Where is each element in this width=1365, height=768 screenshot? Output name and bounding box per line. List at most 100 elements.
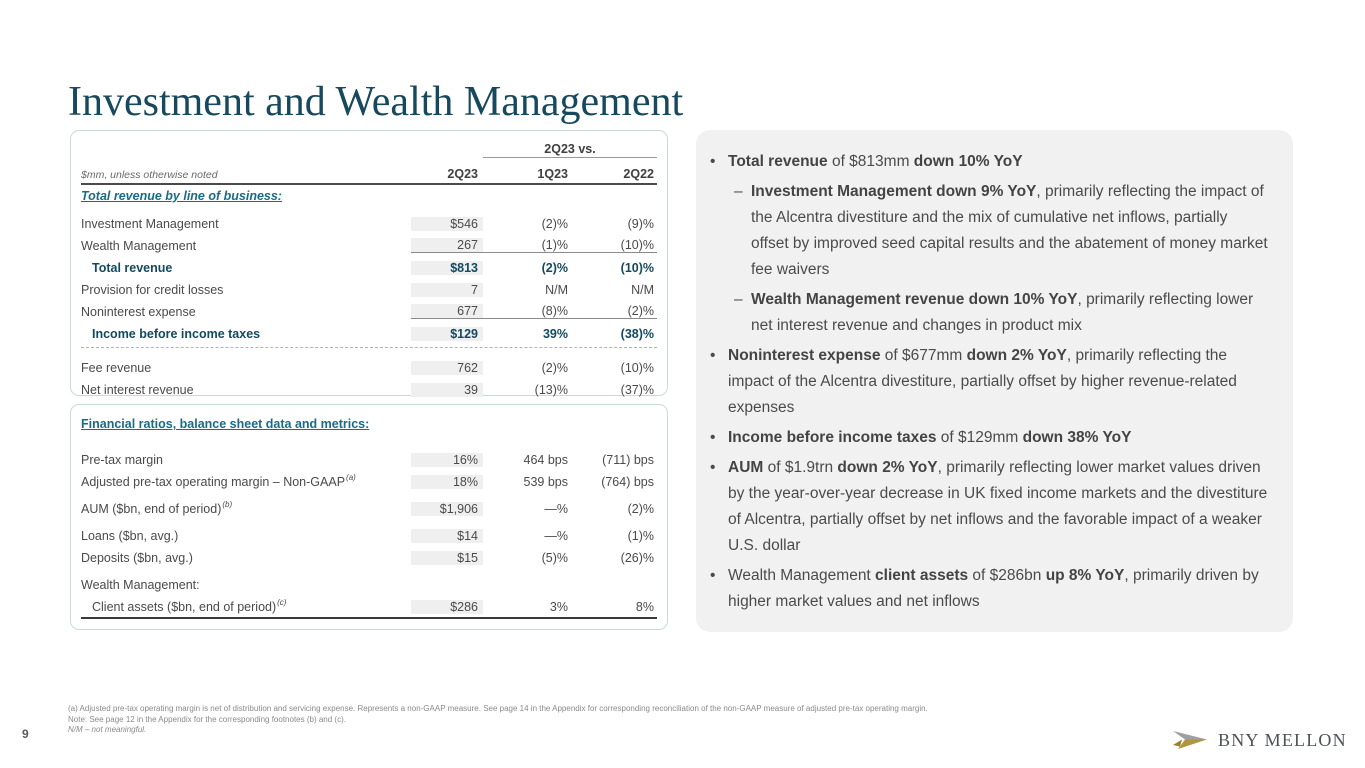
bullet-marker: • [710, 567, 716, 584]
cell-2Q23: 762 [411, 361, 483, 375]
revenue-table-card: 2Q23 vs. $mm, unless otherwise noted 2Q2… [70, 130, 668, 397]
cell-1Q23: (2)% [541, 261, 568, 275]
cell-2Q22: (1)% [627, 529, 654, 543]
row-label: Adjusted pre-tax operating margin – Non-… [81, 473, 356, 489]
cell-2Q22: 8% [635, 600, 654, 614]
row-label: Fee revenue [81, 361, 152, 375]
bullet-text: AUM of $1.9trn down 2% YoY, primarily re… [728, 459, 1268, 554]
column-header-1q23: 1Q23 [537, 167, 568, 181]
bullet-item: • Income before income taxes of $129mm do… [710, 425, 1269, 451]
row-label: Loans ($bn, avg.) [81, 529, 179, 543]
cell-1Q23: 539 bps [523, 475, 568, 489]
cell-2Q23: 7 [411, 283, 483, 297]
cell-2Q23: 18% [411, 475, 483, 489]
table-row: Fee revenue 762 (2)% (10)% [81, 353, 657, 375]
bullet-text: Total revenue of $813mm down 10% YoY [728, 153, 1023, 170]
cell-2Q22: (37)% [620, 383, 654, 397]
bny-mellon-arrow-icon [1173, 731, 1207, 749]
cell-1Q23: (2)% [541, 361, 568, 375]
table-row: Wealth Management 267 (1)% (10)% [81, 231, 657, 253]
column-header-2q22: 2Q22 [623, 167, 654, 181]
sub-bullet-item: – Wealth Management revenue down 10% YoY,… [734, 287, 1269, 339]
cell-2Q22: (10)% [620, 261, 654, 275]
cell-2Q23: $813 [411, 261, 483, 275]
footnote: Note: See page 12 in the Appendix for th… [68, 714, 346, 724]
row-label: Client assets ($bn, end of period)(c) [92, 598, 287, 614]
table-bottom-rule [81, 617, 657, 619]
cell-2Q22: N/M [631, 283, 654, 297]
cell-2Q23: 16% [411, 453, 483, 467]
cell-2Q22: (2)% [627, 502, 654, 516]
bullet-text: Investment Management down 9% YoY, prima… [751, 183, 1268, 278]
cell-2Q23: 267 [411, 238, 483, 253]
cell-2Q22: (764) bps [601, 475, 654, 489]
cell-2Q23: $129 [411, 327, 483, 341]
cell-2Q23: $546 [411, 217, 483, 231]
table2-section-header: Financial ratios, balance sheet data and… [81, 417, 370, 431]
cell-1Q23: (5)% [541, 551, 568, 565]
table1-rows: Investment Management $546 (2)% (9)% Wealth … [81, 209, 657, 397]
bullet-text: Wealth Management client assets of $286b… [728, 567, 1259, 610]
column-header-2q23: 2Q23 [447, 167, 478, 181]
cell-2Q22: (26)% [620, 551, 654, 565]
sub-bullet-item: – Investment Management down 9% YoY, prim… [734, 179, 1269, 283]
table-row: Pre-tax margin 16% 464 bps (711) bps [81, 445, 657, 467]
table1-section-header: Total revenue by line of business: [81, 189, 282, 203]
row-label: Net interest revenue [81, 383, 194, 397]
cell-2Q23: $286 [411, 600, 483, 614]
table-row: Deposits ($bn, avg.) $15 (5)% (26)% [81, 543, 657, 565]
bullet-item: • Noninterest expense of $677mm down 2% Y… [710, 343, 1269, 421]
cell-2Q22: (38)% [620, 327, 654, 341]
cell-1Q23: (2)% [541, 217, 568, 231]
table-row: Income before income taxes $129 39% (38)% [81, 319, 657, 341]
bullet-text: Noninterest expense of $677mm down 2% Yo… [728, 347, 1237, 416]
metrics-table-card: Financial ratios, balance sheet data and… [70, 404, 668, 630]
commentary-panel: • Total revenue of $813mm down 10% YoY – In… [696, 130, 1293, 632]
cell-2Q22: (9)% [627, 217, 654, 231]
logo-text: BNY MELLON [1218, 729, 1347, 750]
cell-1Q23: —% [544, 502, 568, 516]
cell-2Q23: $14 [411, 529, 483, 543]
page-title: Investment and Wealth Management [68, 79, 684, 126]
unit-note: $mm, unless otherwise noted [81, 169, 218, 181]
dashed-divider [81, 347, 657, 348]
footnotes: (a) Adjusted pre-tax operating margin is… [68, 704, 1168, 736]
table-row: Provision for credit losses 7 N/M N/M [81, 275, 657, 297]
row-label: Provision for credit losses [81, 283, 224, 297]
cell-1Q23: (1)% [483, 238, 571, 253]
bullet-item: • Wealth Management client assets of $286… [710, 563, 1269, 615]
cell-2Q22: (711) bps [602, 453, 654, 467]
cell-1Q23: —% [544, 529, 568, 543]
bullet-item: • AUM of $1.9trn down 2% YoY, primarily r… [710, 455, 1269, 559]
cell-2Q23: $1,906 [411, 502, 483, 516]
bny-mellon-logo: BNY MELLON [1172, 727, 1347, 753]
bullet-marker: • [710, 429, 716, 446]
cell-2Q23: 677 [411, 304, 483, 319]
table-header-row: $mm, unless otherwise noted 2Q23 1Q23 2Q… [81, 158, 657, 185]
vs-header: 2Q23 vs. [483, 142, 657, 158]
cell-2Q23: 39 [411, 383, 483, 397]
bullet-marker: – [734, 183, 743, 200]
cell-1Q23: (8)% [483, 304, 571, 319]
bullet-marker: • [710, 459, 716, 476]
row-label: Total revenue [92, 261, 173, 275]
cell-2Q22: (2)% [571, 304, 657, 319]
cell-1Q23: (13)% [534, 383, 568, 397]
table-row: Total revenue $813 (2)% (10)% [81, 253, 657, 275]
row-label: Income before income taxes [92, 327, 261, 341]
table-row: Wealth Management: [81, 570, 657, 592]
cell-1Q23: 3% [549, 600, 568, 614]
bullet-item: • Total revenue of $813mm down 10% YoY [710, 149, 1269, 175]
row-label: Investment Management [81, 217, 219, 231]
bullet-text: Wealth Management revenue down 10% YoY, … [751, 291, 1254, 334]
cell-1Q23: N/M [545, 283, 568, 297]
table-row: Noninterest expense 677 (8)% (2)% [81, 297, 657, 319]
row-label: Noninterest expense [81, 305, 196, 319]
bullet-marker: • [710, 153, 716, 170]
cell-2Q22: (10)% [620, 361, 654, 375]
footnote: N/M – not meaningful. [68, 725, 147, 734]
cell-2Q22: (10)% [571, 238, 657, 253]
cell-1Q23: 464 bps [523, 453, 568, 467]
table-row: Net interest revenue 39 (13)% (37)% [81, 375, 657, 397]
